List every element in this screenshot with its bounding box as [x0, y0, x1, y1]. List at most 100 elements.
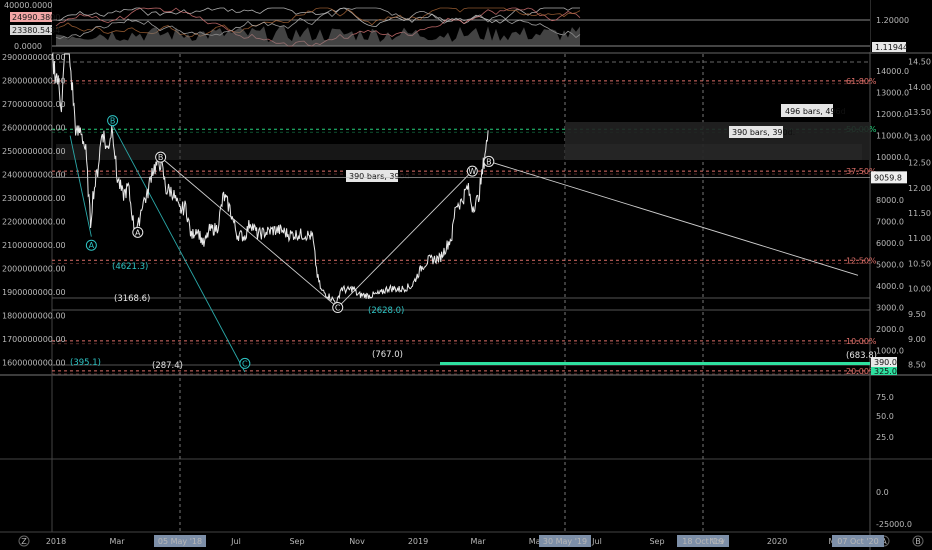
top-left-label-2: 23380.5434	[12, 26, 60, 35]
log-tick-label: 13.50	[908, 108, 931, 117]
wave-label-circle	[239, 357, 251, 369]
level-label-287: (287.4)	[152, 361, 183, 371]
current-price-text: 9059.8	[874, 173, 902, 182]
log-tick-label: 13.00	[908, 133, 931, 142]
log-tick-label: 10.00	[908, 285, 931, 294]
price-tick-label: 10000.0	[876, 153, 909, 162]
wave-labels: A B A B C C W B	[85, 115, 495, 369]
wave-label-text: A	[89, 241, 95, 250]
log-tick-label: 9.00	[908, 335, 926, 344]
time-axis-label: Nov	[709, 537, 725, 546]
wave-label-circle	[85, 239, 97, 251]
left-axis-label: 2100000000.00	[2, 241, 66, 250]
wave-label-text: B	[158, 153, 164, 162]
wave-label-circle	[332, 302, 344, 314]
left-axis-label: 2600000000.00	[2, 124, 66, 133]
top-indicator-line	[55, 7, 581, 38]
price-tick-label: 7000.0	[876, 218, 904, 227]
trend-line	[488, 161, 859, 276]
wave-label-circle	[483, 155, 495, 167]
price-tick-label: 2000.0	[876, 325, 904, 334]
bar-label-496: 496 bars, 496d	[785, 107, 846, 116]
osc-tick-label: 25.0	[876, 433, 894, 442]
price-tick-label: 5000.0	[876, 261, 904, 270]
time-axis-label: 18 Oct '19	[682, 537, 723, 546]
time-label-highlight	[154, 535, 206, 547]
fib-label: 10.00%	[846, 337, 877, 346]
level-label-4621: (4621.3)	[112, 262, 148, 272]
osc-right-letter: B	[915, 537, 921, 546]
bar-label-390-mid: 390 bars, 390d	[349, 172, 410, 181]
time-axis-label: Sep	[649, 537, 664, 546]
wave-label-text: W	[468, 167, 476, 176]
time-axis-label: May	[529, 537, 546, 546]
tag-390-text: 390.0	[874, 358, 897, 367]
tag-325-text: 325.0	[874, 367, 897, 376]
right-price-axis: 9059.8 14000.0 13000.0 12000.0 11000.0 10000.…	[52, 58, 931, 376]
level-label-767: (767.0)	[372, 350, 403, 360]
wave-label-circle	[132, 226, 144, 238]
tag-325	[871, 367, 897, 375]
log-tick-label: 14.50	[908, 58, 931, 67]
top-right-label-0: 1.20000	[876, 16, 909, 25]
fib-label: 12.50%	[846, 256, 877, 265]
top-left-label-1: 24990.3800	[12, 13, 60, 22]
current-price-badge	[871, 171, 907, 184]
left-axis-label: 2400000000.00	[2, 171, 66, 180]
left-axis-label: 1600000000.00	[2, 359, 66, 368]
top-indicator-line	[55, 7, 581, 40]
wave-label-circle	[155, 151, 167, 163]
trend-line	[112, 124, 246, 373]
wave-label-circle	[466, 165, 478, 177]
fibonacci-levels: 61.80%50.00%37.50%12.50%10.00%20.00%	[52, 77, 877, 376]
time-axis-label: Mar	[470, 537, 486, 546]
wave-label-text: A	[135, 228, 141, 237]
time-label-highlight	[677, 535, 729, 547]
price-tick-label: 6000.0	[876, 239, 904, 248]
log-tick-label: 12.50	[908, 159, 931, 168]
price-tick-label: 14000.0	[876, 67, 909, 76]
osc-right-circle	[912, 535, 924, 547]
top-right-label-1: 1.11944	[875, 43, 908, 52]
level-label-683: (683.8)	[846, 351, 877, 361]
fib-label: 37.50%	[846, 167, 877, 176]
top-left-label-3: 0.0000	[14, 42, 42, 51]
level-labels: (3168.6) (287.4) (767.0) (683.8) (4621.3…	[70, 262, 877, 371]
wave-label-text: B	[110, 117, 116, 126]
price-tick-label: 4000.0	[876, 282, 904, 291]
time-axis-label: 05 May '18	[158, 537, 202, 546]
trend-line	[160, 156, 339, 308]
left-axis-label: 1700000000.00	[2, 335, 66, 344]
left-axis: 2900000000.00 2800000000.00 2700000000.00 2…	[2, 53, 66, 368]
time-axis-label: 2019	[408, 537, 428, 546]
time-label-highlight	[832, 535, 884, 547]
left-axis-label: 2200000000.00	[2, 218, 66, 227]
price-tick-label: 8000.0	[876, 196, 904, 205]
osc-tick-label: 0.0	[876, 488, 889, 497]
left-axis-label: 2800000000.00	[2, 77, 66, 86]
left-axis-label: 2500000000.00	[2, 147, 66, 156]
log-tick-label: 8.50	[908, 360, 926, 369]
green-range-bar	[440, 362, 870, 365]
log-tick-label: 10.50	[908, 259, 931, 268]
time-axis-label: Sep	[289, 537, 304, 546]
bar-label-390-right: 390 bars, 390d.	[732, 128, 795, 137]
log-tick-label: 9.50	[908, 310, 926, 319]
price-tick-label: 12000.0	[876, 110, 909, 119]
log-tick-label: 12.00	[908, 184, 931, 193]
wave-label-text: C	[242, 359, 248, 368]
left-axis-label: 1900000000.00	[2, 288, 66, 297]
time-axis-label: 07 Oct '20	[837, 537, 878, 546]
time-axis-label: Jul	[591, 537, 602, 546]
top-indicator-panel: 40000.0000 24990.3800 23380.5434 0.0000 …	[4, 0, 909, 52]
fib-label: 61.80%	[846, 77, 877, 86]
osc-right-letter: A	[881, 537, 887, 546]
price-tick-label: 3000.0	[876, 304, 904, 313]
trend-lines[interactable]	[69, 124, 859, 373]
left-axis-label: 2000000000.00	[2, 265, 66, 274]
log-tick-label: 11.00	[908, 234, 931, 243]
trend-line	[337, 170, 473, 308]
time-axis-label: Mar	[109, 537, 125, 546]
